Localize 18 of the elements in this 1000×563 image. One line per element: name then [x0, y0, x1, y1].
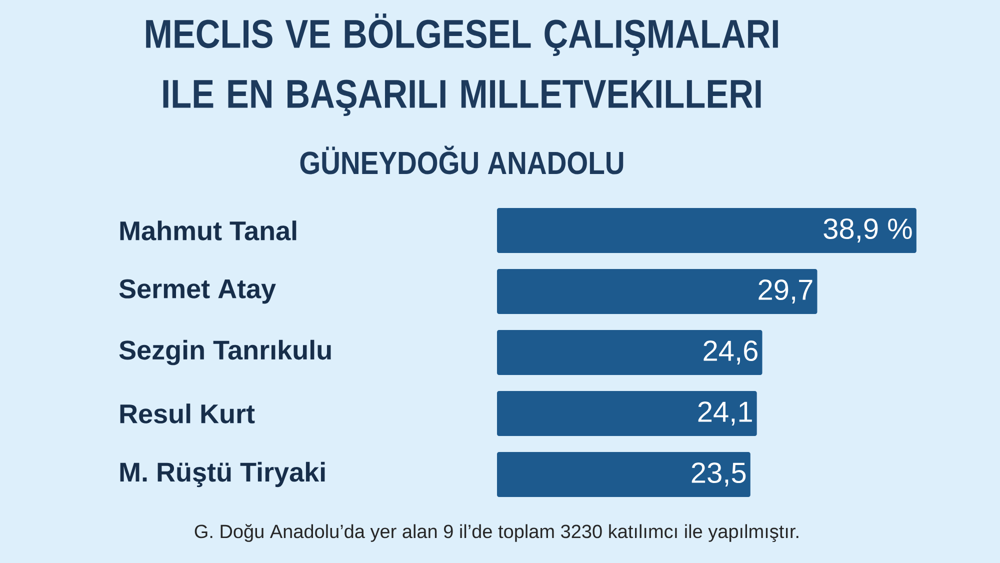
y-tick-label: Sermet Atay	[119, 279, 276, 304]
chart-subtitle: GÜNEYDOĞU ANADOLU	[300, 146, 624, 174]
data-label: 29,7	[758, 280, 812, 304]
data-label: 23,5	[692, 462, 746, 486]
data-label: 24,1	[698, 402, 752, 426]
data-label: 38,9 %	[824, 218, 912, 242]
data-label: 24,6	[704, 340, 758, 364]
text: G. Doğu Anadolu’da yer alan 9 il’de toplam 3230 katılımcı ile yapılmıştır.	[194, 524, 798, 542]
y-tick-label: Resul Kurt	[120, 404, 255, 424]
bar	[497, 391, 757, 436]
chart-title: MECLIS VE BÖLGESEL ÇALIŞMALARI ILE EN BAŞARILI MILLETVEKILLERI	[146, 14, 778, 116]
y-tick-label: Sezgin Tanrıkulu	[119, 340, 331, 366]
bar	[497, 208, 916, 254]
y-tick-label: Mahmut Tanal	[120, 220, 296, 240]
bar	[497, 330, 762, 376]
y-tick-label: M. Rüştü Tiryaki	[120, 462, 325, 488]
bar	[497, 452, 750, 497]
bar	[497, 269, 818, 314]
